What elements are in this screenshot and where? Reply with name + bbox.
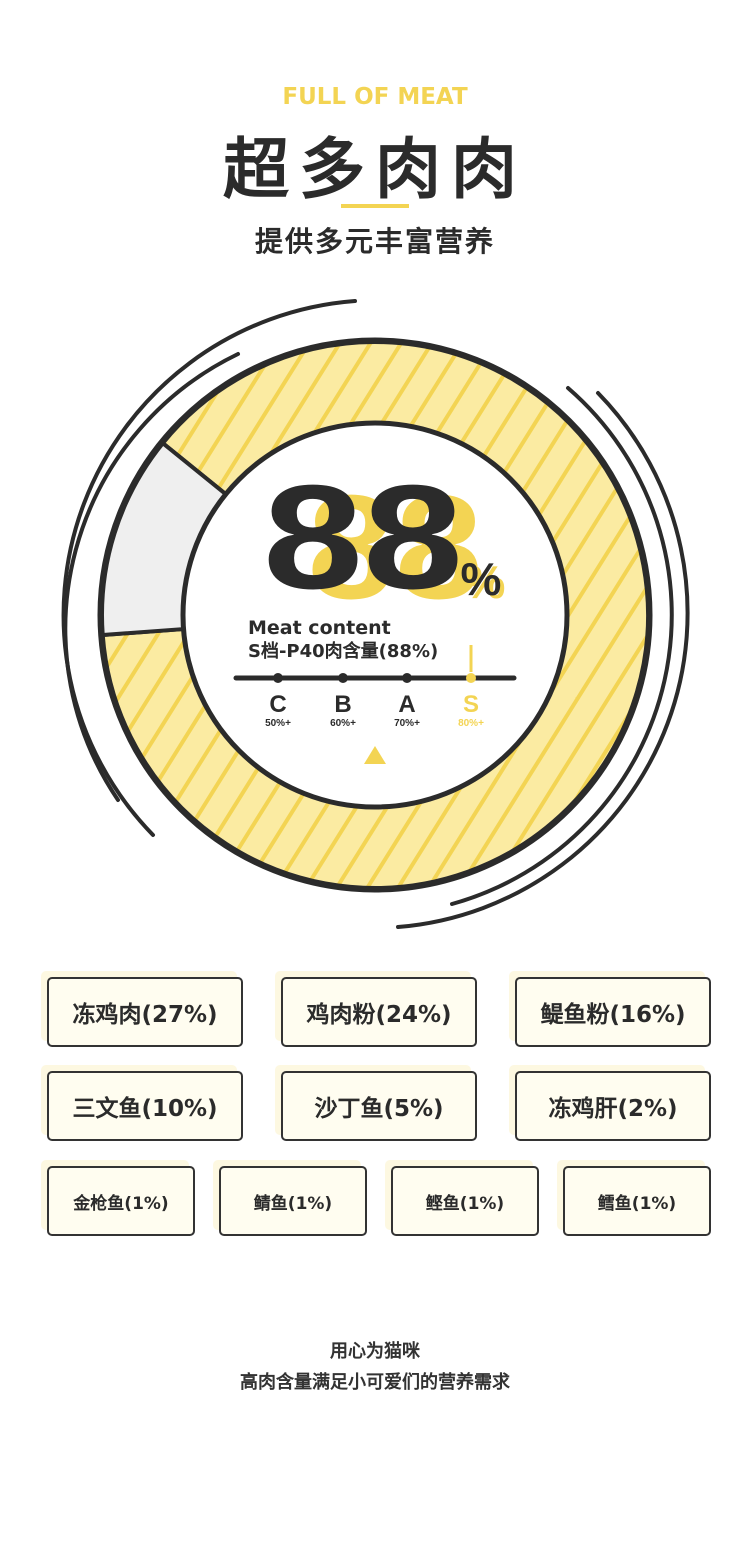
pointer-triangle-icon	[364, 746, 386, 764]
decorative-arc-outer-right	[396, 391, 690, 929]
grade-dot-s	[466, 673, 476, 683]
ingredient-anchovy-meal: 鳀鱼粉(16%)	[515, 977, 711, 1047]
ingredient-chicken-meal: 鸡肉粉(24%)	[281, 977, 477, 1047]
ingredient-tuna: 金枪鱼(1%)	[47, 1166, 195, 1236]
grade-range-b: 60%+	[330, 718, 356, 729]
ingredient-skipjack: 鲣鱼(1%)	[391, 1166, 539, 1236]
footer-line-1: 用心为猫咪	[330, 1341, 420, 1362]
donut-outer-edge	[97, 337, 653, 893]
meat-content-gauge: 88 88 % % Meat content S档-P40肉含量(88%) C5…	[61, 299, 690, 929]
meat-content-label: Meat content	[248, 617, 391, 639]
ingredient-cod: 鳕鱼(1%)	[563, 1166, 711, 1236]
header-subtitle: 提供多元丰富营养	[254, 225, 495, 258]
grade-dot-b	[338, 673, 348, 683]
header-chinese-title: 超多肉肉	[223, 131, 527, 208]
grade-range-c: 50%+	[265, 718, 291, 729]
ingredient-salmon: 三文鱼(10%)	[47, 1071, 243, 1141]
footer-line-2: 高肉含量满足小可爱们的营养需求	[240, 1372, 510, 1393]
percent-sign-shadow: %	[465, 556, 506, 608]
grade-scale: C50%+ B60%+ A70%+ S80%+	[265, 645, 484, 729]
donut-inner-circle	[180, 420, 570, 810]
ingredient-frozen-chicken-liver: 冻鸡肝(2%)	[515, 1071, 711, 1141]
grade-dot-a	[402, 673, 412, 683]
grade-range-a: 70%+	[394, 718, 420, 729]
grade-dot-c	[273, 673, 283, 683]
header-english-title: FULL OF MEAT	[282, 84, 468, 110]
meat-content-grade-label: S档-P40肉含量(88%)	[248, 640, 438, 662]
percent-value-shadow: 88	[308, 465, 483, 630]
percent-sign: %	[461, 553, 502, 605]
grade-letter-a: A	[398, 691, 415, 718]
ingredient-mackerel: 鲭鱼(1%)	[219, 1166, 367, 1236]
percent-value: 88	[263, 455, 463, 620]
decorative-arc-outer-left	[61, 299, 357, 837]
header-divider	[341, 204, 409, 208]
grade-letter-b: B	[334, 691, 351, 718]
grade-range-s: 80%+	[458, 718, 484, 729]
decorative-arc-mid-right	[450, 386, 674, 906]
grade-letter-s: S	[463, 691, 479, 718]
grade-letter-c: C	[269, 691, 286, 718]
ingredient-sardine: 沙丁鱼(5%)	[281, 1071, 477, 1141]
decorative-arc-mid-left	[63, 352, 240, 802]
ingredient-frozen-chicken: 冻鸡肉(27%)	[47, 977, 243, 1047]
